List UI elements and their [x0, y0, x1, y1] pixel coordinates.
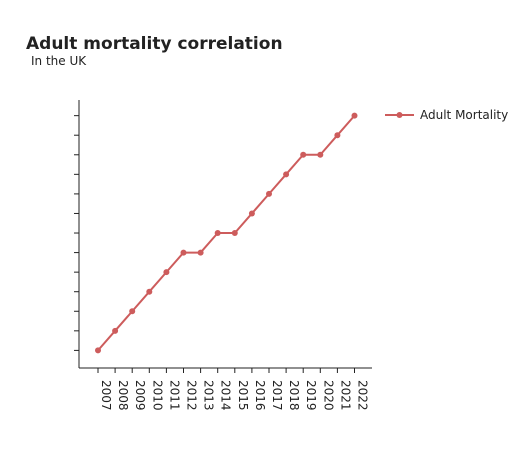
data-point	[146, 288, 153, 295]
legend: Adult Mortality	[385, 108, 508, 122]
data-point	[163, 269, 170, 276]
chart-subtitle: In the UK	[31, 54, 87, 68]
legend-swatch-marker	[396, 112, 403, 118]
data-point	[112, 327, 119, 334]
data-point	[317, 151, 324, 158]
data-point	[231, 230, 238, 237]
x-tick-label: 2013	[202, 380, 216, 411]
x-tick-label: 2012	[185, 380, 199, 411]
chart-axes	[78, 100, 372, 369]
x-tick-label: 2020	[321, 380, 335, 411]
data-point	[266, 190, 272, 197]
series-line-adult-mortality	[97, 114, 356, 352]
data-point	[129, 308, 136, 315]
data-point	[197, 249, 204, 256]
x-tick-label: 2010	[150, 380, 164, 411]
data-point	[283, 171, 290, 178]
x-tick-label: 2007	[99, 380, 113, 411]
data-point	[300, 151, 307, 158]
x-tick-label: 2011	[167, 380, 181, 411]
x-tick-label: 2018	[287, 380, 301, 411]
x-tick-label: 2019	[304, 380, 318, 411]
legend-label: Adult Mortality	[420, 108, 508, 122]
data-point	[334, 132, 341, 139]
x-tick-label: 2017	[270, 380, 284, 411]
y-axis-ticks	[74, 115, 79, 351]
data-point	[248, 210, 255, 217]
x-tick-label: 2014	[219, 380, 233, 411]
chart-title: Adult mortality correlation	[26, 34, 283, 54]
data-point	[180, 249, 187, 256]
x-tick-label: 2022	[356, 380, 370, 411]
x-tick-label: 2008	[116, 380, 130, 411]
data-point	[214, 230, 221, 237]
x-tick-label: 2015	[236, 380, 250, 411]
x-tick-label: 2009	[133, 380, 147, 411]
data-point	[95, 347, 101, 354]
x-tick-label: 2016	[253, 380, 267, 411]
x-axis-ticks: 2007 2008 2009 2010 2011 2012 2013 2014 2015 2016…	[97, 368, 370, 411]
data-point	[351, 112, 358, 119]
x-tick-label: 2021	[338, 380, 352, 411]
series-group	[95, 112, 358, 354]
